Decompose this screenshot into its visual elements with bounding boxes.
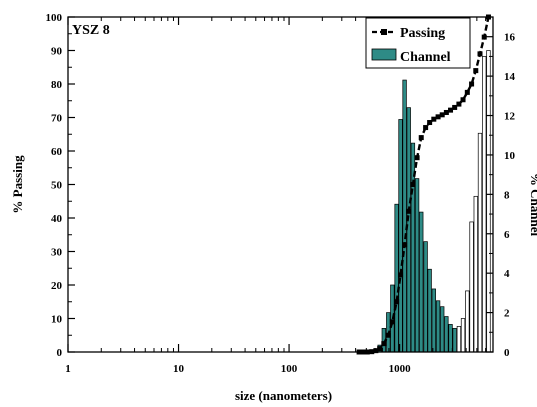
- y-right-tick-label: 12: [504, 111, 516, 123]
- passing-marker: [460, 97, 466, 103]
- y-left-tick-label: 90: [51, 46, 63, 58]
- y-left-tick-label: 50: [51, 180, 63, 192]
- passing-marker: [389, 319, 395, 325]
- passing-marker: [473, 68, 479, 74]
- passing-marker: [410, 182, 416, 187]
- x-axis-title: size (nanometers): [235, 388, 332, 403]
- y-left-tick-label: 100: [46, 12, 63, 24]
- x-tick-label: 10: [173, 363, 185, 375]
- channel-bar: [456, 326, 462, 353]
- y-right-tick-label: 16: [504, 32, 516, 44]
- channel-bar: [427, 268, 432, 353]
- y-right-tick-label: 8: [504, 189, 510, 201]
- y-left-tick-label: 0: [57, 347, 63, 359]
- passing-marker: [373, 348, 379, 354]
- channel-bar: [482, 56, 487, 353]
- channel-bars: [356, 50, 491, 353]
- passing-marker: [406, 208, 412, 214]
- passing-marker: [452, 104, 458, 110]
- channel-bar: [452, 328, 457, 353]
- channel-bar: [414, 178, 420, 353]
- legend-channel-swatch-icon: [371, 48, 397, 61]
- passing-marker: [456, 101, 462, 107]
- y-right-tick-label: 6: [504, 229, 510, 241]
- y-left-tick-label: 70: [51, 113, 63, 125]
- y-left-tick-label: 40: [51, 213, 63, 225]
- y-left-tick-label: 10: [51, 314, 63, 326]
- channel-bar: [477, 132, 483, 353]
- y-right-tick-label: 10: [504, 150, 516, 162]
- passing-marker: [423, 125, 429, 131]
- passing-marker: [402, 242, 408, 248]
- y-right-tick-label: 2: [504, 308, 510, 320]
- passing-marker: [418, 135, 424, 141]
- y-left-tick-label: 20: [51, 280, 63, 292]
- channel-bar: [435, 300, 441, 353]
- channel-bar: [473, 195, 478, 353]
- passing-marker: [469, 81, 475, 87]
- chart-title: YSZ 8: [72, 23, 110, 38]
- x-tick-label: 1: [65, 363, 71, 375]
- channel-bar: [402, 79, 407, 353]
- passing-marker: [477, 51, 483, 57]
- y-right-tick-label: 4: [504, 268, 510, 280]
- y-axis-right-title: % Channel: [528, 173, 537, 237]
- y-axis-left-title: % Passing: [10, 155, 25, 214]
- passing-marker: [464, 89, 470, 95]
- channel-bar: [431, 288, 436, 353]
- axis-ticks: 1 10 100 1000010203040506070809010002468101…: [46, 12, 516, 375]
- passing-marker: [481, 34, 487, 40]
- channel-bar: [394, 203, 399, 353]
- passing-marker: [377, 346, 383, 352]
- channel-bar: [440, 306, 445, 353]
- legend-label-channel: Channel: [400, 50, 451, 65]
- passing-marker: [439, 112, 445, 118]
- channel-bar: [444, 316, 449, 353]
- x-tick-label: 1000: [389, 363, 412, 375]
- passing-marker: [448, 107, 454, 113]
- legend: Passing Channel: [365, 17, 471, 69]
- channel-bar: [448, 324, 453, 353]
- channel-bar: [469, 221, 474, 353]
- y-left-tick-label: 60: [51, 146, 63, 158]
- legend-label-passing: Passing: [400, 26, 445, 41]
- passing-marker: [443, 109, 449, 115]
- channel-bar: [465, 290, 470, 353]
- channel-bar: [423, 241, 428, 353]
- passing-marker: [435, 114, 441, 120]
- passing-marker: [431, 116, 437, 122]
- passing-marker: [414, 155, 420, 161]
- passing-marker: [385, 332, 391, 338]
- channel-bar: [419, 211, 424, 353]
- passing-marker: [398, 272, 404, 278]
- x-tick-label: 100: [281, 363, 298, 375]
- y-right-tick-label: 14: [504, 71, 516, 83]
- passing-marker: [381, 341, 387, 347]
- channel-bar: [398, 119, 403, 353]
- passing-marker: [394, 299, 400, 305]
- y-left-tick-label: 30: [51, 247, 63, 259]
- channel-bar: [460, 318, 466, 353]
- y-right-tick-label: 0: [504, 347, 510, 359]
- legend-passing-marker-icon: [381, 29, 387, 35]
- passing-marker: [427, 120, 433, 126]
- y-left-tick-label: 80: [51, 79, 63, 91]
